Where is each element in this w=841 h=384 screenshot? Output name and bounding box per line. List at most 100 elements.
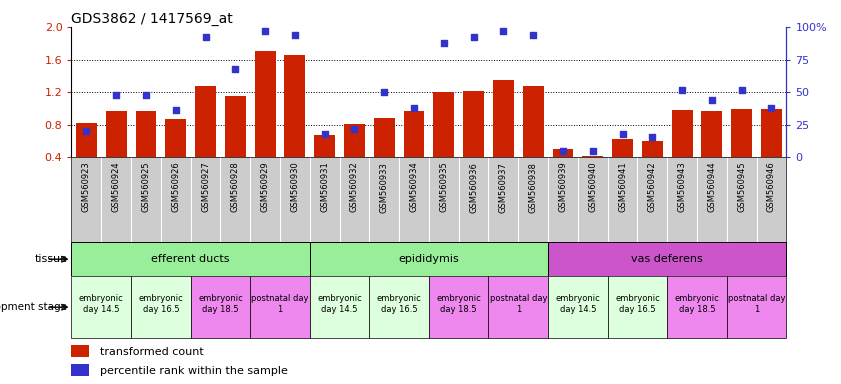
Bar (463, 91, 484, 157)
Point (467, 34, 480, 40)
Text: GSM560923: GSM560923 (82, 162, 91, 212)
Point (497, 28, 510, 34)
Text: embryonic
day 16.5: embryonic day 16.5 (139, 295, 183, 314)
Point (229, 66, 242, 72)
Bar (344, 124, 365, 157)
Text: GSM560944: GSM560944 (707, 162, 717, 212)
Point (586, 148, 600, 154)
Text: GSM560929: GSM560929 (261, 162, 270, 212)
Text: GSM560939: GSM560939 (558, 162, 568, 212)
Bar (582, 156, 603, 157)
Text: embryonic
day 16.5: embryonic day 16.5 (615, 295, 660, 314)
Point (437, 40, 451, 46)
Point (526, 31, 540, 38)
Bar (429, 276, 489, 338)
Bar (131, 276, 191, 338)
Text: GSM560931: GSM560931 (320, 162, 329, 212)
Point (616, 131, 629, 137)
Point (378, 89, 391, 95)
Bar (195, 86, 216, 157)
Point (735, 86, 748, 93)
Bar (373, 118, 394, 157)
Bar (191, 276, 251, 338)
Bar (166, 119, 186, 157)
Text: GSM560935: GSM560935 (439, 162, 448, 212)
Text: postnatal day
1: postnatal day 1 (727, 295, 785, 314)
Bar (523, 86, 543, 157)
Text: GSM560932: GSM560932 (350, 162, 359, 212)
Text: GSM560936: GSM560936 (469, 162, 478, 212)
Point (318, 131, 331, 137)
Bar (493, 80, 514, 157)
Text: embryonic
day 16.5: embryonic day 16.5 (377, 295, 421, 314)
Bar (489, 276, 548, 338)
Text: GSM560937: GSM560937 (499, 162, 508, 212)
Point (407, 105, 420, 111)
Bar (251, 276, 309, 338)
Text: transformed count: transformed count (100, 347, 204, 357)
Bar (612, 139, 633, 157)
Text: embryonic
day 14.5: embryonic day 14.5 (317, 295, 362, 314)
Bar (284, 55, 305, 157)
Bar (309, 276, 369, 338)
Bar (727, 276, 786, 338)
Point (764, 105, 778, 111)
Bar (71, 242, 309, 276)
Point (556, 148, 569, 154)
Point (646, 134, 659, 140)
Text: GSM560941: GSM560941 (618, 162, 627, 212)
Point (705, 97, 718, 103)
Text: GSM560930: GSM560930 (290, 162, 299, 212)
Bar (135, 111, 156, 157)
Bar (607, 276, 667, 338)
Text: GSM560946: GSM560946 (767, 162, 776, 212)
Point (140, 92, 153, 98)
Point (169, 108, 182, 114)
Text: GDS3862 / 1417569_at: GDS3862 / 1417569_at (71, 12, 233, 26)
Point (288, 31, 302, 38)
Bar (761, 109, 782, 157)
Text: GSM560925: GSM560925 (141, 162, 151, 212)
Bar (255, 51, 276, 157)
Text: epididymis: epididymis (399, 254, 459, 264)
Bar (404, 111, 425, 157)
Bar (642, 141, 663, 157)
Bar (315, 135, 335, 157)
Bar (106, 111, 127, 157)
Text: efferent ducts: efferent ducts (151, 254, 230, 264)
Text: GSM560940: GSM560940 (588, 162, 597, 212)
Text: GSM560927: GSM560927 (201, 162, 210, 212)
Text: GSM560926: GSM560926 (172, 162, 180, 212)
Bar (672, 110, 692, 157)
Text: percentile rank within the sample: percentile rank within the sample (100, 366, 288, 376)
Text: embryonic
day 18.5: embryonic day 18.5 (198, 295, 243, 314)
Text: embryonic
day 14.5: embryonic day 14.5 (79, 295, 124, 314)
Bar (71, 276, 131, 338)
Text: GSM560938: GSM560938 (529, 162, 537, 212)
Text: GSM560928: GSM560928 (230, 162, 240, 212)
Text: GSM560933: GSM560933 (380, 162, 389, 212)
Text: vas deferens: vas deferens (632, 254, 703, 264)
Text: GSM560924: GSM560924 (112, 162, 120, 212)
Point (80, 128, 93, 134)
Text: development stage: development stage (0, 302, 67, 312)
Bar (731, 109, 752, 157)
Point (675, 86, 689, 93)
Bar (71, 345, 89, 357)
Bar (548, 242, 786, 276)
Bar (71, 364, 89, 376)
Bar (369, 276, 429, 338)
Text: GSM560942: GSM560942 (648, 162, 657, 212)
Text: postnatal day
1: postnatal day 1 (251, 295, 309, 314)
Text: embryonic
day 18.5: embryonic day 18.5 (436, 295, 481, 314)
Text: tissue: tissue (34, 254, 67, 264)
Bar (76, 123, 97, 157)
Text: embryonic
day 18.5: embryonic day 18.5 (674, 295, 719, 314)
Point (347, 126, 361, 132)
Text: GSM560934: GSM560934 (410, 162, 419, 212)
Text: embryonic
day 14.5: embryonic day 14.5 (555, 295, 600, 314)
Text: postnatal day
1: postnatal day 1 (489, 295, 547, 314)
Text: GSM560943: GSM560943 (678, 162, 686, 212)
Bar (553, 149, 574, 157)
Bar (548, 276, 607, 338)
